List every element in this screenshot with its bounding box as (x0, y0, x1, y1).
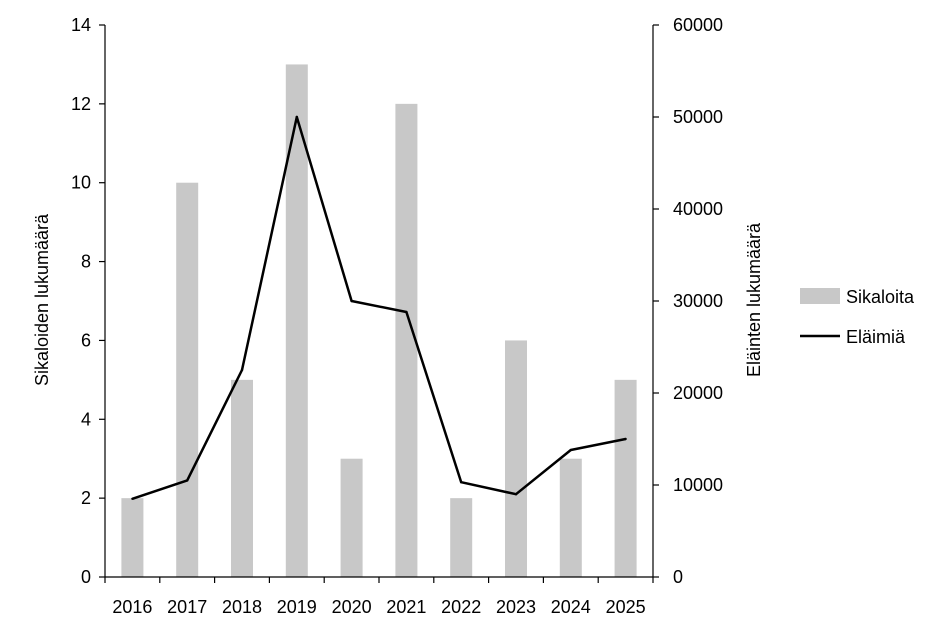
x-tick-label: 2024 (551, 597, 591, 617)
line-point-2023 (514, 493, 518, 496)
bar-2016 (121, 498, 144, 577)
bar-2020 (340, 458, 363, 577)
x-tick-label: 2022 (441, 597, 481, 617)
line-point-2025 (624, 437, 627, 441)
y-left-tick-label: 2 (81, 488, 91, 508)
axes (99, 24, 659, 583)
line-point-2019 (295, 115, 298, 119)
legend-label-elaimia: Eläimiä (846, 327, 906, 347)
x-tick-label: 2018 (222, 597, 262, 617)
line-point-2020 (350, 299, 353, 303)
y-right-tick-label: 20000 (673, 383, 723, 403)
y-left-tick-label: 14 (71, 15, 91, 35)
bar-2022 (450, 498, 473, 577)
line-point-2017 (186, 479, 189, 482)
bar-2018 (231, 379, 253, 577)
y-right-tick-label: 0 (673, 567, 683, 587)
x-tick-label: 2025 (606, 597, 646, 617)
y-left-tick-label: 8 (81, 252, 91, 272)
line-point-2016 (131, 497, 134, 500)
y-left-tick-label: 12 (71, 94, 91, 114)
bar-2017 (176, 182, 199, 577)
line-point-2022 (460, 481, 463, 484)
x-tick-label: 2019 (277, 597, 317, 617)
x-tick-label: 2021 (386, 597, 426, 617)
y-axis-right-title: Eläinten lukumäärä (744, 222, 764, 377)
line-elaimia (132, 115, 626, 500)
y-right-tick-label: 50000 (673, 107, 723, 127)
x-tick-label: 2020 (332, 597, 372, 617)
y-left-tick-label: 0 (81, 567, 91, 587)
y-left-tick-label: 4 (81, 409, 91, 429)
x-tick-label: 2016 (112, 597, 152, 617)
bar-2025 (614, 379, 637, 577)
y-right-tick-label: 60000 (673, 15, 723, 35)
legend-label-sikaloita: Sikaloita (846, 287, 915, 307)
bar-2023 (505, 340, 527, 577)
legend-swatch-sikaloita (800, 288, 840, 304)
y-axis-left-title: Sikaloiden lukumäärä (32, 213, 52, 386)
x-tick-label: 2023 (496, 597, 536, 617)
y-left-tick-label: 6 (81, 330, 91, 350)
bar-series (121, 64, 637, 577)
legend: Sikaloita Eläimiä (800, 287, 915, 347)
tick-labels: 0 2 4 6 8 10 12 14 0 10000 20000 30000 40000 50000 600… (71, 15, 723, 617)
line-point-2024 (569, 448, 572, 452)
line-point-2021 (405, 310, 408, 314)
y-right-tick-label: 10000 (673, 475, 723, 495)
line-series (131, 115, 627, 500)
x-tick-label: 2017 (167, 597, 207, 617)
bar-2019 (285, 64, 308, 577)
y-right-tick-label: 30000 (673, 291, 723, 311)
y-left-tick-label: 10 (71, 173, 91, 193)
bar-2024 (559, 458, 582, 577)
bar-2021 (395, 103, 418, 577)
y-right-tick-label: 40000 (673, 199, 723, 219)
line-point-2018 (240, 368, 244, 372)
